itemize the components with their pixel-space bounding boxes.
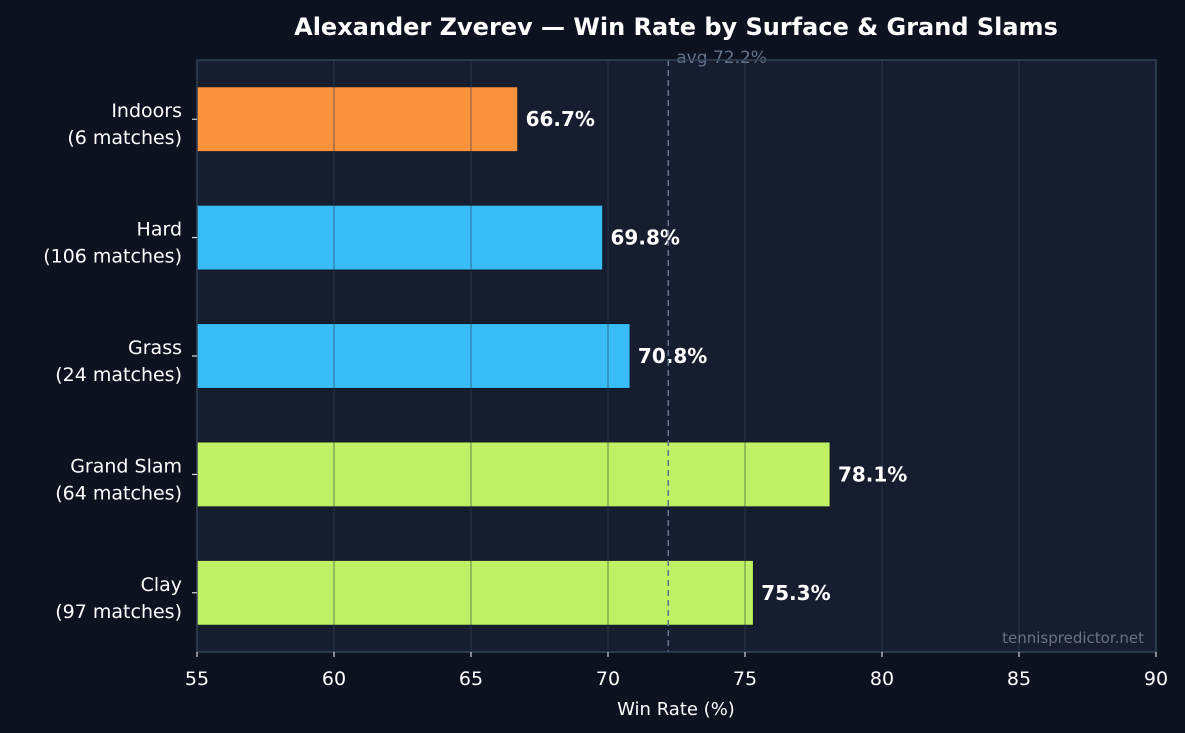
bar-value-label: 78.1% <box>838 462 907 486</box>
x-tick-label: 85 <box>1007 668 1031 690</box>
x-axis-label: Win Rate (%) <box>617 699 735 720</box>
bar-value-label: 66.7% <box>526 107 595 131</box>
y-tick-label-matches: (106 matches) <box>43 246 182 268</box>
y-tick-label-name: Grass <box>128 337 182 359</box>
y-tick-label-name: Hard <box>137 219 182 241</box>
x-tick-label: 90 <box>1144 668 1168 690</box>
y-tick-label-matches: (6 matches) <box>67 127 182 149</box>
y-tick-label-matches: (97 matches) <box>55 601 182 623</box>
x-tick-label: 75 <box>733 668 757 690</box>
x-tick-label: 55 <box>185 668 209 690</box>
bar-grand-slam <box>196 441 831 507</box>
bar-clay <box>196 560 754 626</box>
average-label: avg 72.2% <box>676 48 767 68</box>
bar-value-label: 75.3% <box>761 581 830 605</box>
bar-value-label: 70.8% <box>638 344 707 368</box>
y-tick-label-matches: (64 matches) <box>55 482 182 504</box>
x-tick-label: 60 <box>322 668 346 690</box>
average-marker: avg 72.2% <box>667 48 767 652</box>
y-tick-label-name: Grand Slam <box>70 455 182 477</box>
bar-value-label: 69.8% <box>611 226 680 250</box>
y-tick-label-name: Clay <box>141 574 182 596</box>
watermark: tennispredictor.net <box>1002 629 1144 647</box>
bars: 66.7% 69.8% 70.8% 78.1% 75.3% <box>196 86 907 626</box>
bar-grass <box>196 323 631 389</box>
bar-hard <box>196 205 603 271</box>
x-tick-label: 65 <box>459 668 483 690</box>
bar-indoors <box>196 86 518 152</box>
y-tick-label-matches: (24 matches) <box>55 364 182 386</box>
chart-title: Alexander Zverev — Win Rate by Surface &… <box>294 13 1058 41</box>
x-tick-label: 80 <box>870 668 894 690</box>
x-tick-label: 70 <box>596 668 620 690</box>
axis-ticks: 55 60 65 70 75 80 85 90 Indoors (6 matches) Hard (1… <box>43 100 1168 690</box>
y-tick-label-name: Indoors <box>111 100 182 122</box>
